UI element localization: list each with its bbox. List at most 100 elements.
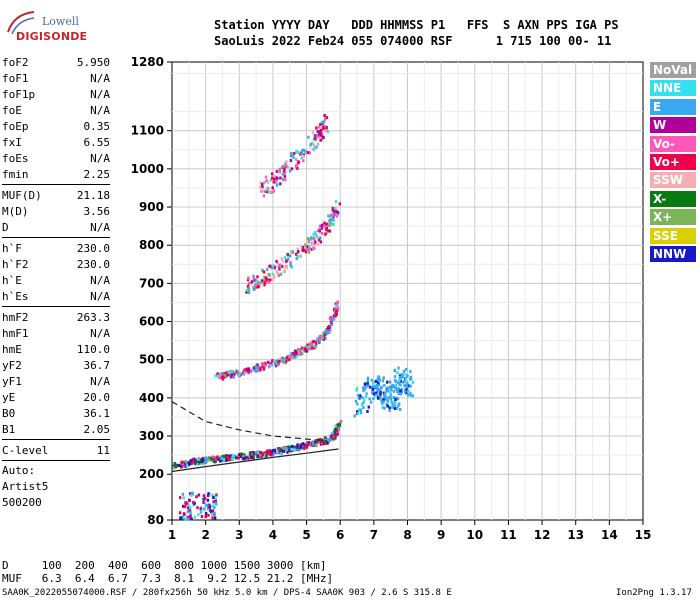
echo-dot [304, 243, 307, 247]
logo-text-lowell: Lowell [42, 15, 79, 28]
echo-dot [182, 496, 185, 500]
echo-dot [232, 454, 236, 458]
echo-dot [294, 349, 298, 353]
echo-dot [239, 372, 242, 376]
echo-dot [207, 505, 210, 509]
echo-dot [393, 375, 397, 379]
echo-dot [312, 236, 316, 240]
echo-dot [243, 371, 246, 375]
echo-dot [310, 441, 313, 445]
param-value: N/A [90, 104, 110, 117]
echo-dot [289, 263, 292, 267]
echo-dot [182, 504, 185, 508]
echo-dot [313, 136, 317, 140]
echo-dot [398, 373, 401, 377]
echo-dot [310, 247, 313, 251]
echo-dot [196, 460, 199, 464]
echo-dot [256, 280, 260, 284]
echo-dot [311, 147, 314, 151]
param-label: yF2 [2, 359, 22, 372]
logo-arc-icon [7, 11, 35, 35]
echo-dot [396, 371, 399, 375]
echo-dot [269, 178, 273, 182]
echo-dot [249, 453, 252, 457]
echo-dot [316, 229, 320, 233]
param-label: foF1p [2, 88, 36, 101]
param-value: 5.950 [76, 56, 110, 69]
echo-dot [309, 142, 313, 146]
echo-dot [208, 503, 211, 507]
echo-dot [261, 182, 264, 186]
echo-dot [300, 245, 304, 249]
echo-dot [279, 358, 282, 362]
echo-dot [356, 412, 359, 415]
echo-dot [326, 437, 329, 441]
echo-dot [404, 377, 407, 381]
echo-dot [279, 182, 282, 186]
echo-dot [377, 381, 380, 385]
echo-dot [290, 167, 294, 171]
echo-dot [260, 455, 263, 458]
echo-dot [275, 362, 278, 365]
echo-dot [378, 387, 381, 391]
echo-dot [264, 276, 268, 280]
echo-dot [289, 169, 292, 173]
echo-dot [178, 511, 182, 515]
echo-dot [263, 190, 267, 193]
echo-dot [255, 279, 258, 283]
echo-dot [212, 500, 216, 504]
echo-dot [328, 328, 331, 332]
legend-item: SSW [650, 172, 696, 189]
echo-dot [363, 382, 367, 386]
echo-dot [356, 410, 359, 414]
echo-dot [266, 186, 270, 190]
echo-dot [366, 410, 369, 413]
echo-dot [189, 505, 192, 509]
echo-dot [391, 383, 394, 387]
param-row: h`F 230.0 [2, 240, 110, 256]
echo-dot [212, 496, 215, 500]
param-value: N/A [90, 72, 110, 85]
echo-dot [300, 151, 304, 155]
echo-dot [307, 442, 310, 446]
echo-dot [259, 451, 263, 455]
echo-dot [263, 283, 266, 287]
echo-dot [292, 155, 295, 159]
echo-dot [318, 238, 321, 242]
echo-dot [273, 448, 276, 452]
param-row: h`E N/A [2, 272, 110, 288]
echo-dot [187, 517, 190, 521]
echo-dot [276, 271, 279, 275]
echo-dot [281, 259, 284, 263]
echo-dot [395, 406, 399, 410]
echo-dot [215, 493, 218, 497]
echo-dot [304, 444, 308, 448]
echo-dot [379, 392, 382, 396]
muf-distance-row: D 100 200 400 600 800 1000 1500 3000 [km… [2, 559, 327, 572]
echo-dot [301, 149, 304, 153]
echo-dot [302, 346, 305, 350]
param-label: fxI [2, 136, 22, 149]
echo-dot [266, 190, 269, 194]
echo-dot [225, 458, 228, 462]
echo-dot [313, 440, 317, 444]
echo-dot [380, 399, 383, 403]
echo-dot [384, 391, 387, 395]
y-tick-label: 1280 [131, 55, 164, 69]
echo-dot [184, 463, 187, 467]
echo-dot [330, 316, 333, 320]
echo-dot [234, 371, 237, 375]
echo-dot [356, 402, 359, 406]
echo-dot [330, 322, 333, 326]
legend-item: NNW [650, 245, 696, 262]
echo-dot [312, 442, 315, 446]
echo-dot [359, 394, 362, 398]
echo-dot [319, 122, 322, 126]
echo-dot [287, 445, 291, 449]
echo-dot [304, 345, 308, 348]
y-tick-label: 500 [139, 353, 164, 367]
echo-dot [200, 510, 203, 513]
echo-dot [399, 392, 403, 396]
echo-dot [216, 455, 219, 459]
echo-dot [367, 383, 370, 387]
